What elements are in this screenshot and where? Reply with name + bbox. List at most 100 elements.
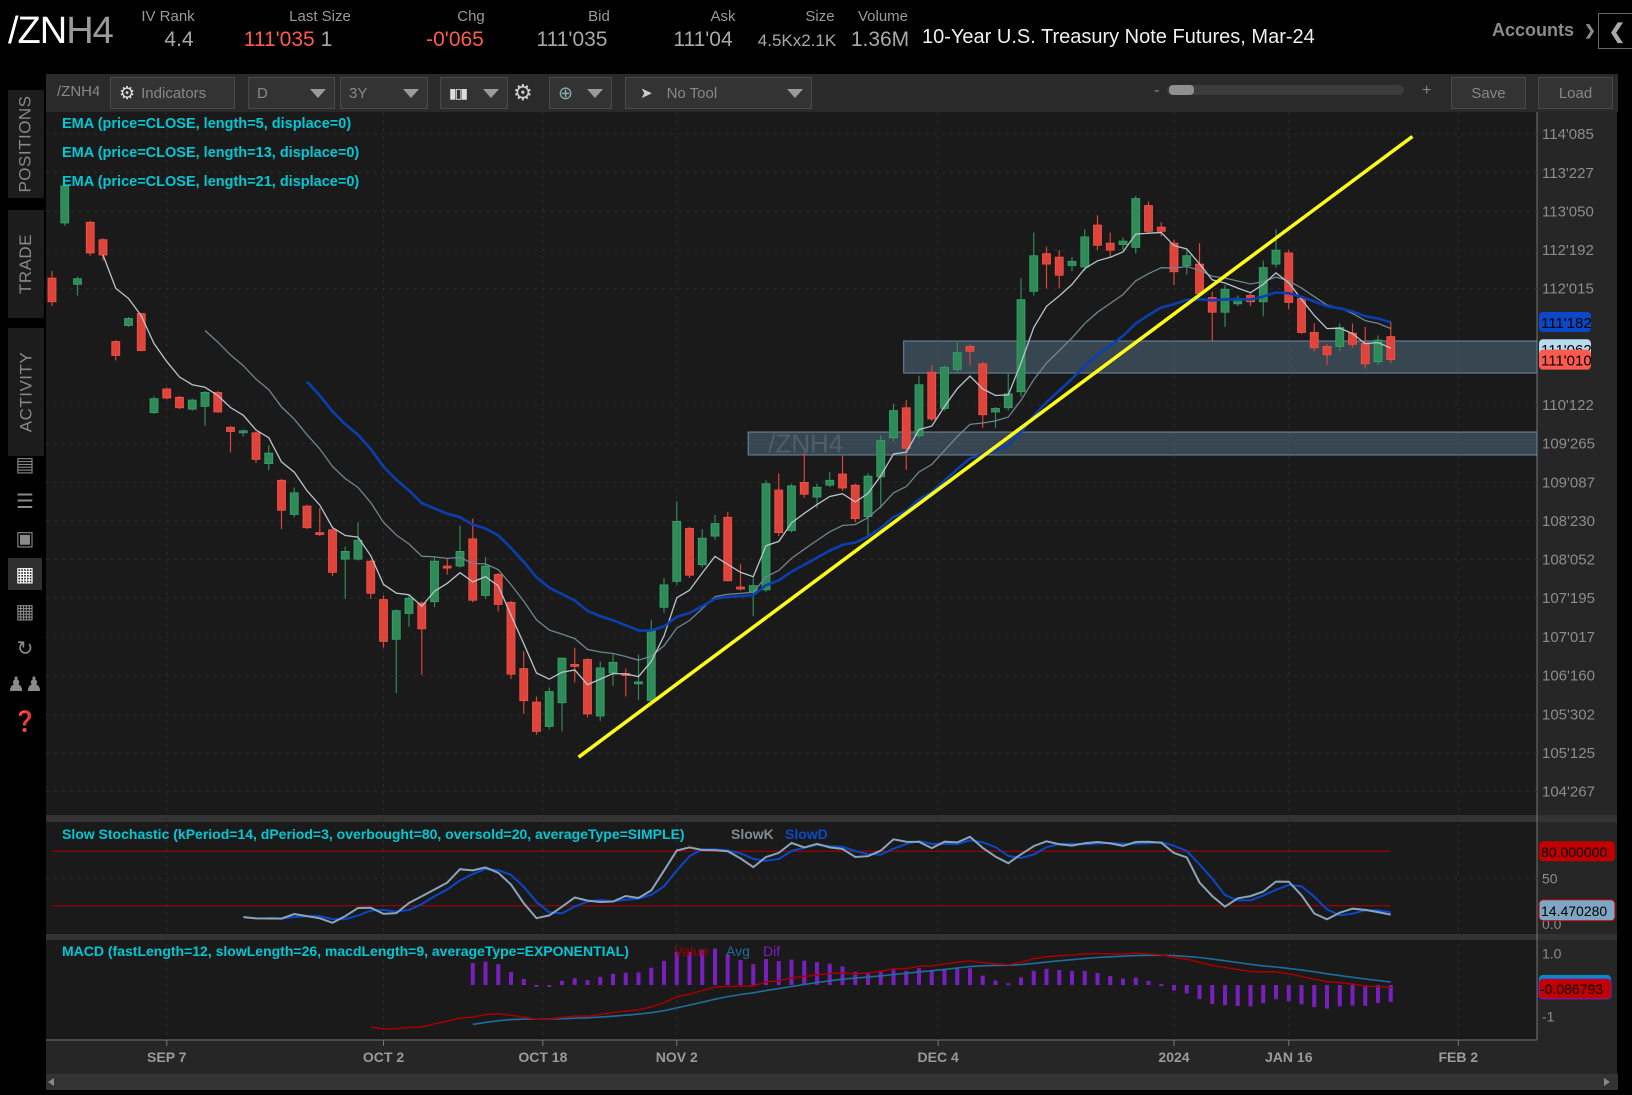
candle: [1054, 250, 1064, 289]
candle: [1297, 295, 1306, 334]
save-button[interactable]: Save: [1451, 77, 1526, 109]
instrument-description: 10-Year U.S. Treasury Note Futures, Mar-…: [922, 26, 1315, 48]
candle-body: [952, 352, 962, 370]
macd-diff-bar: [674, 951, 679, 985]
candle: [315, 508, 325, 537]
caret-down-icon: [403, 89, 419, 98]
load-button[interactable]: Load: [1538, 77, 1613, 109]
macd-diff-bar: [1197, 985, 1202, 1000]
community-icon[interactable]: ♟♟: [7, 673, 43, 696]
price-badge-last: [1539, 349, 1591, 370]
candle-body: [570, 664, 580, 667]
tab-positions[interactable]: POSITIONS: [8, 90, 44, 198]
zoom-slider-thumb[interactable]: [1169, 85, 1194, 95]
candle-body: [1054, 256, 1064, 276]
candle-body: [787, 485, 796, 531]
candle-body: [1271, 249, 1281, 265]
price-tick-label: 106'160: [1542, 668, 1595, 685]
candle-body: [1169, 242, 1179, 273]
indicators-button[interactable]: ⚙ Indicators: [110, 77, 235, 109]
macd-diff-bar: [509, 972, 513, 985]
candle-body: [646, 630, 656, 702]
stochastic-value-badge: [1538, 899, 1616, 922]
candle-body: [506, 601, 516, 675]
collapse-panel-button[interactable]: ❮: [1598, 13, 1632, 49]
drawing-tools-dropdown[interactable]: ⊕: [549, 77, 612, 109]
candle: [608, 654, 618, 687]
timeframe-value: 3Y: [349, 84, 368, 102]
candle: [124, 317, 133, 327]
price-badge-label: 111'010: [1541, 353, 1592, 370]
symbol-input[interactable]: /ZNH4: [57, 83, 99, 100]
accounts-dropdown[interactable]: Accounts ❯: [1492, 20, 1596, 41]
chart-icon[interactable]: ▦: [8, 558, 42, 590]
macd-diff-bar: [1121, 978, 1125, 985]
timeframe-dropdown[interactable]: 3Y: [340, 77, 428, 109]
candle: [723, 511, 733, 582]
macd-diff-bar: [968, 968, 972, 985]
slowk-legend: SlowK: [731, 826, 774, 842]
price-tick-label: 108'052: [1542, 552, 1595, 569]
candle-body: [914, 384, 924, 437]
macd-legend: MACD (fastLength=12, slowLength=26, macd…: [62, 943, 629, 959]
candle: [927, 365, 937, 422]
macd-diff-bar: [1274, 985, 1278, 1000]
chart-type-dropdown[interactable]: ▮▯▮: [440, 77, 508, 109]
price-badge-label: 111'182: [1541, 315, 1592, 332]
size-value: 4.5Kx2.1K: [757, 31, 837, 50]
panel-divider: [46, 934, 1618, 940]
candle-body: [47, 277, 57, 303]
candle-body: [366, 560, 376, 594]
candle-body: [634, 681, 643, 685]
macd-diff-bar: [840, 966, 845, 985]
zoom-slider[interactable]: [1167, 85, 1404, 95]
date-label: 2024: [1158, 1049, 1189, 1065]
macd-diff-bar: [1146, 980, 1151, 985]
candle: [532, 696, 541, 735]
candle-body: [1144, 205, 1153, 232]
macd-diff-bar: [483, 961, 488, 985]
zoom-out-button[interactable]: -: [1154, 82, 1160, 99]
candle-body: [608, 661, 618, 674]
macd-diff-bar: [1031, 970, 1036, 985]
candle-body: [1322, 346, 1332, 356]
slowd-line: [268, 839, 1391, 921]
candle: [289, 487, 299, 518]
macd-diff-bar: [547, 984, 552, 987]
horizontal-scrollbar[interactable]: [46, 1074, 1618, 1090]
list-icon[interactable]: ☰: [16, 490, 34, 513]
macd-diff-bar: [1133, 977, 1138, 985]
help-icon[interactable]: ❓: [12, 710, 38, 733]
tool-dropdown[interactable]: ➤ No Tool: [625, 77, 812, 109]
crosshair-icon: ⊕: [558, 82, 574, 103]
candle-body: [1016, 299, 1026, 393]
macd-diff-bar: [980, 975, 985, 985]
news-icon[interactable]: ▤: [15, 453, 35, 476]
scroll-right-arrow-icon[interactable]: [1604, 1078, 1610, 1086]
zoom-in-button[interactable]: +: [1422, 82, 1432, 99]
candle-body: [302, 505, 312, 529]
candle-body: [111, 341, 121, 356]
macd-diff-bar: [623, 972, 628, 985]
candle: [391, 609, 401, 694]
history-icon[interactable]: ↻: [16, 637, 34, 660]
slowk-line: [243, 835, 1391, 924]
candle-body: [736, 586, 745, 590]
settings-gear-icon[interactable]: ⚙: [513, 80, 533, 105]
chevron-left-icon: ❮: [1608, 20, 1626, 43]
scroll-left-arrow-icon[interactable]: [48, 1078, 54, 1086]
macd-diff-bar: [1159, 984, 1164, 987]
candle-body: [991, 408, 1000, 413]
macd-diff-bar: [649, 967, 654, 985]
tab-trade[interactable]: TRADE: [8, 210, 44, 318]
aggregation-dropdown[interactable]: D: [248, 77, 335, 109]
chart-toolbar: /ZNH4 ⚙ Indicators D 3Y ▮▯▮ ⚙ ⊕ ➤ No Tool …: [46, 74, 1618, 112]
candle: [340, 546, 350, 599]
tab-activity[interactable]: ACTIVITY: [8, 328, 44, 456]
grid-icon[interactable]: ▦: [15, 600, 35, 623]
cursor-arrow-icon: ➤: [640, 85, 653, 102]
candle-body: [1118, 240, 1128, 245]
candle: [238, 429, 248, 437]
tv-icon[interactable]: ▣: [15, 527, 35, 550]
